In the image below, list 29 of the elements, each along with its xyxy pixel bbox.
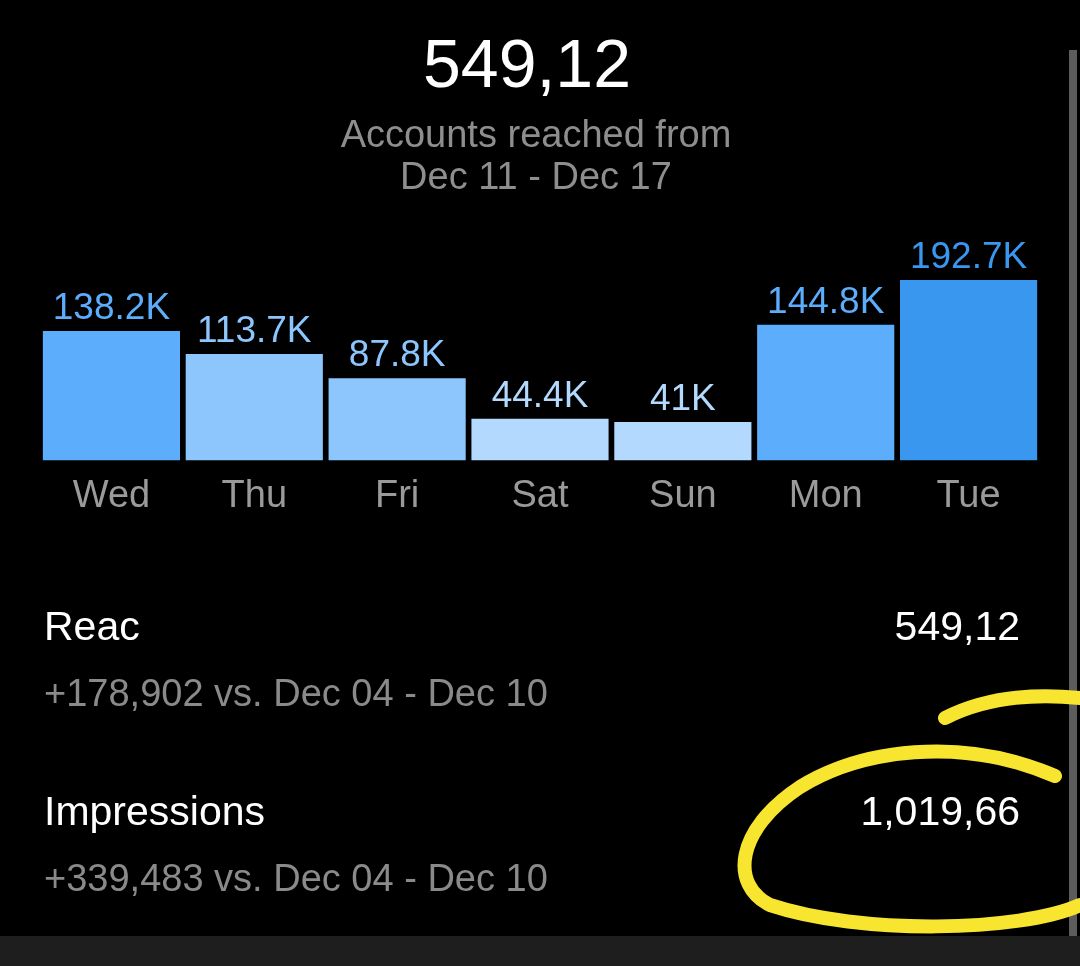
- bar: [757, 324, 895, 461]
- data-label: 41K: [649, 377, 717, 419]
- bar: [614, 422, 752, 461]
- chart-subtitle: Accounts reached from Dec 11 - Dec 17: [339, 113, 733, 197]
- data-label: 144.8K: [767, 279, 885, 321]
- text: Impressions: [44, 788, 266, 834]
- bar: [471, 418, 609, 461]
- bar: [900, 280, 1038, 461]
- data-label: 138.2K: [52, 286, 171, 328]
- bar: [42, 331, 180, 461]
- x-tick-label: Sun: [649, 472, 717, 515]
- x-tick-label: Sat: [511, 472, 569, 515]
- data-label: 113.7K: [197, 308, 312, 350]
- x-tick-label: Mon: [788, 472, 863, 515]
- x-tick-label: Thu: [221, 472, 288, 515]
- text: 1,019,66: [860, 788, 1020, 834]
- text: Reac: [44, 603, 140, 649]
- bar: [328, 378, 466, 461]
- text: +178,902 vs. Dec 04 - Dec 10: [44, 672, 548, 714]
- data-label: 87.8K: [348, 333, 446, 375]
- data-label: 44.4K: [491, 373, 589, 415]
- x-tick-label: Fri: [374, 472, 420, 515]
- data-label: 192.7K: [909, 235, 1028, 276]
- text: +339,483 vs. Dec 04 - Dec 10: [44, 857, 548, 899]
- text: 549,12: [894, 603, 1020, 649]
- x-tick-label: Wed: [72, 472, 151, 515]
- text: 549,12: [422, 25, 632, 101]
- bar: [185, 353, 323, 461]
- x-tick-label: Tue: [936, 472, 1001, 515]
